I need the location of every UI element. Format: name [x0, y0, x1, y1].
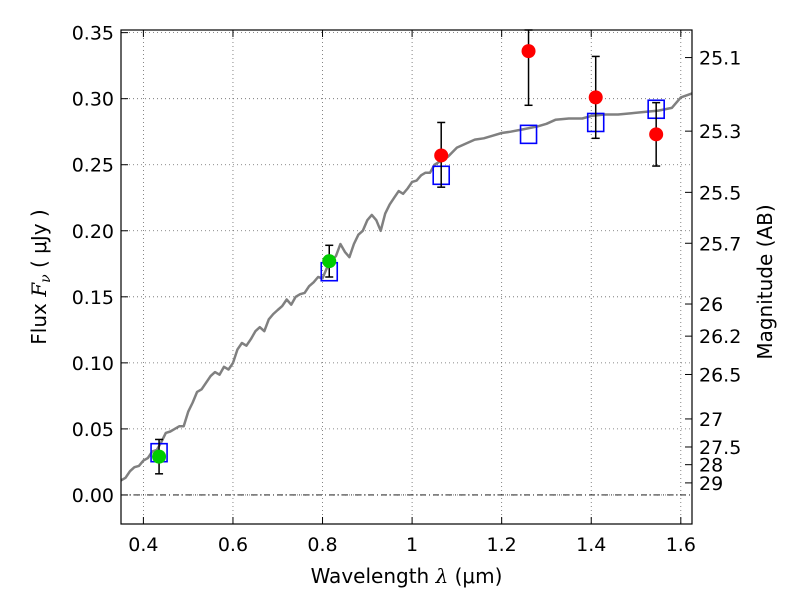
- y2-tick-label: 25.1: [699, 48, 741, 70]
- x-tick-label: 1.2: [487, 534, 517, 556]
- y2-tick-label: 28: [699, 455, 723, 477]
- axes-frame: [120, 29, 693, 525]
- y2-tick-label: 26: [699, 294, 723, 316]
- plot-content: [120, 29, 693, 482]
- y2-axis-label: Magnitude (AB): [753, 204, 777, 359]
- y-axis-label-prefix: Flux: [27, 297, 51, 345]
- y-tick-label: 0.35: [72, 23, 114, 45]
- y-axis-label: Flux Fν ( μJy ): [27, 209, 54, 344]
- model-flux-square: [519, 124, 538, 145]
- y-axis-label-symbol: F: [27, 282, 51, 298]
- x-tick-label: 1.4: [576, 534, 606, 556]
- y2-tick-label: 25.5: [699, 182, 741, 204]
- y-axis-label-subscript: ν: [38, 274, 54, 283]
- x-tick-label: 0.4: [128, 534, 158, 556]
- y-tick-label: 0.05: [72, 419, 114, 441]
- x-tick-label: 0.6: [218, 534, 248, 556]
- x-axis-label-prefix: Wavelength: [311, 564, 436, 588]
- x-tick-label: 0.8: [307, 534, 337, 556]
- x-axis-label-unit: (μm): [448, 564, 502, 588]
- y2-tick-label: 27: [699, 409, 723, 431]
- y2-tick-label: 26.2: [699, 326, 741, 348]
- y-tick-label: 0.10: [72, 353, 114, 375]
- x-tick-label: 1.6: [666, 534, 696, 556]
- y2-tick-label: 29: [699, 473, 723, 495]
- observed-flux-point: [649, 127, 664, 142]
- observed-flux-point: [521, 44, 536, 59]
- observed-flux-point: [588, 90, 603, 105]
- observed-flux-point: [322, 254, 337, 269]
- x-tick-label: 1: [406, 534, 418, 556]
- y2-tick-label: 27.5: [699, 437, 741, 459]
- y-tick-label: 0.15: [72, 287, 114, 309]
- x-axis-label: Wavelength λ (μm): [311, 564, 503, 588]
- x-axis-label-symbol: λ: [435, 564, 449, 588]
- y-tick-label: 0.20: [72, 221, 114, 243]
- y-tick-label: 0.00: [72, 485, 114, 507]
- y2-tick-label: 26.5: [699, 364, 741, 386]
- y2-tick-label: 25.3: [699, 121, 741, 143]
- axis-ticks: 0.4 0.6 0.8 1 1.2 1.4 1.6 0.00 0.05 0.10 0.15 0.20 0…: [72, 23, 742, 556]
- observed-flux-point: [152, 449, 167, 464]
- observed-flux-point: [434, 148, 449, 163]
- y-axis-label-unit: ( μJy ): [27, 209, 51, 274]
- y2-tick-label: 25.7: [699, 233, 741, 255]
- y-tick-label: 0.25: [72, 155, 114, 177]
- y-tick-label: 0.30: [72, 89, 114, 111]
